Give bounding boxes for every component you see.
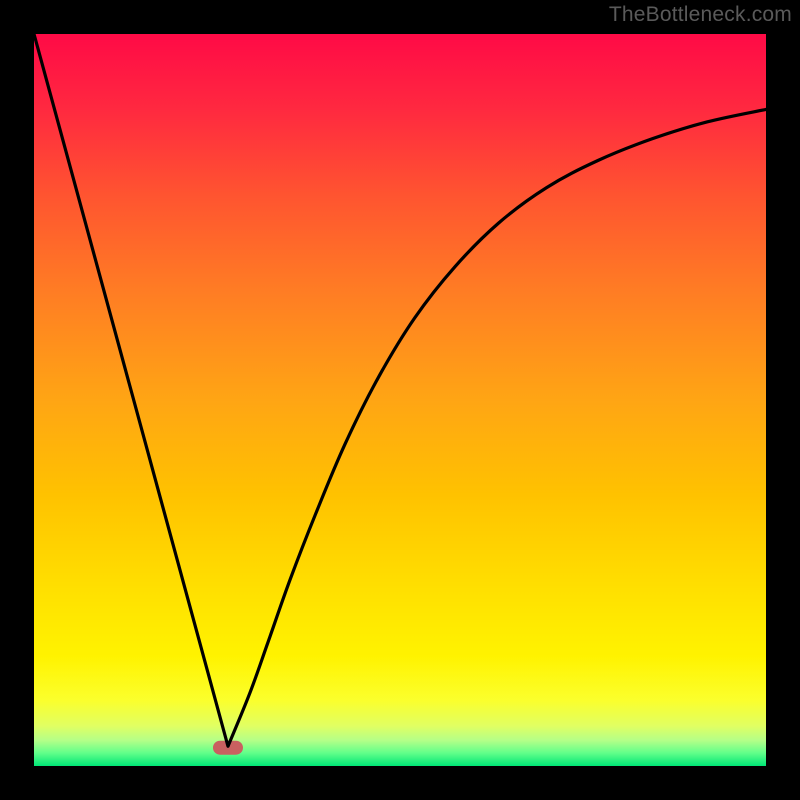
plot-background — [34, 34, 766, 766]
watermark-text: TheBottleneck.com — [609, 3, 792, 27]
chart-container: TheBottleneck.com — [0, 0, 800, 800]
bottleneck-chart — [0, 0, 800, 800]
